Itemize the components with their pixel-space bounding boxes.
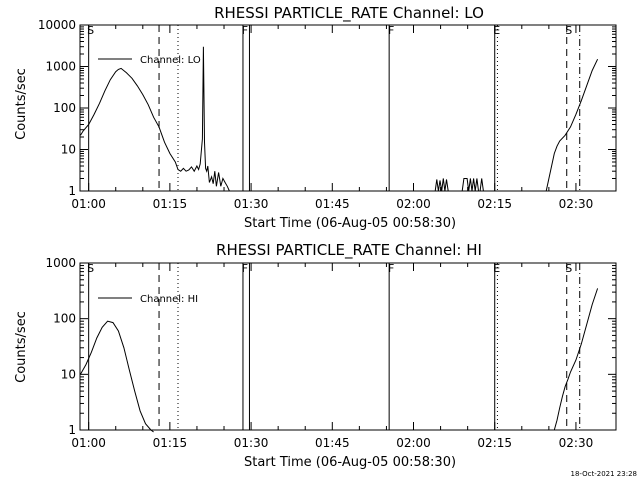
y-tick-label-lo: 10000 [38, 18, 76, 32]
y-tick-label-lo: 100 [53, 101, 76, 115]
plot-frame-hi [79, 262, 617, 431]
y-tick-label-lo: 10 [61, 143, 76, 157]
event-label-lo: F [388, 24, 394, 37]
y-tick-label-lo: 1000 [45, 60, 76, 74]
chart-title-lo: RHESSI PARTICLE_RATE Channel: LO [214, 4, 484, 23]
data-line-hi [553, 288, 599, 431]
x-tick-label-hi: 01:45 [315, 436, 350, 450]
y-tick-label-hi: 1 [68, 423, 76, 437]
event-label-hi: F [242, 262, 248, 275]
y-tick-label-hi: 100 [53, 312, 76, 326]
data-line-lo [545, 58, 599, 192]
x-axis-title-hi: Start Time (06-Aug-05 00:58:30) [244, 455, 456, 470]
x-tick-label-lo: 02:30 [559, 197, 594, 211]
series-group-hi [80, 288, 599, 433]
legend-label-lo: Channel: LO [140, 55, 201, 66]
x-tick-label-hi: 01:30 [234, 436, 269, 450]
y-axis-title-hi: Counts/sec [14, 311, 29, 383]
event-label-hi: E [493, 262, 500, 275]
event-label-lo: S [565, 24, 572, 37]
plot-frame-lo [79, 24, 617, 192]
x-tick-label-hi: 01:15 [153, 436, 188, 450]
data-line-hi [80, 320, 154, 433]
y-tick-label-lo: 1 [68, 184, 76, 198]
chart-panel-hi: RHESSI PARTICLE_RATE Channel: HI Counts/… [14, 241, 617, 470]
chart-panel-lo: RHESSI PARTICLE_RATE Channel: LO Counts/… [14, 4, 617, 231]
x-tick-label-lo: 01:15 [153, 197, 188, 211]
chart-title-hi: RHESSI PARTICLE_RATE Channel: HI [216, 241, 482, 260]
data-line-lo [434, 178, 449, 192]
x-tick-label-hi: 02:30 [559, 436, 594, 450]
legend-lo: Channel: LO [98, 55, 201, 66]
x-tick-label-lo: 02:15 [477, 197, 512, 211]
x-tick-label-hi: 02:15 [477, 436, 512, 450]
event-label-lo: F [242, 24, 248, 37]
y-tick-label-hi: 10 [61, 367, 76, 381]
data-line-lo [80, 46, 230, 192]
y-tick-label-hi: 1000 [45, 256, 76, 270]
event-label-lo: E [493, 24, 500, 37]
event-label-hi: S [87, 262, 94, 275]
legend-hi: Channel: HI [98, 294, 198, 305]
footer-timestamp: 18-Oct-2021 23:28 [571, 470, 637, 478]
legend-label-hi: Channel: HI [140, 294, 198, 305]
event-label-lo: S [87, 24, 94, 37]
tick-labels-hi: 01:00 01:15 01:30 01:45 02:00 02:15 02:30 1 10 10… [45, 256, 616, 450]
data-line-lo [461, 178, 485, 192]
x-tick-label-hi: 01:00 [71, 436, 106, 450]
series-group-lo [80, 46, 599, 192]
x-tick-label-lo: 01:45 [315, 197, 350, 211]
x-tick-label-hi: 02:00 [396, 436, 431, 450]
y-axis-title-lo: Counts/sec [14, 68, 29, 140]
event-label-hi: F [388, 262, 394, 275]
x-tick-label-lo: 01:30 [234, 197, 269, 211]
x-tick-label-lo: 01:00 [71, 197, 106, 211]
x-tick-label-lo: 02:00 [396, 197, 431, 211]
tick-labels-lo: 01:00 01:15 01:30 01:45 02:00 02:15 02:30 1 10 10… [38, 18, 616, 211]
x-axis-title-lo: Start Time (06-Aug-05 00:58:30) [244, 216, 456, 231]
event-label-hi: S [565, 262, 572, 275]
